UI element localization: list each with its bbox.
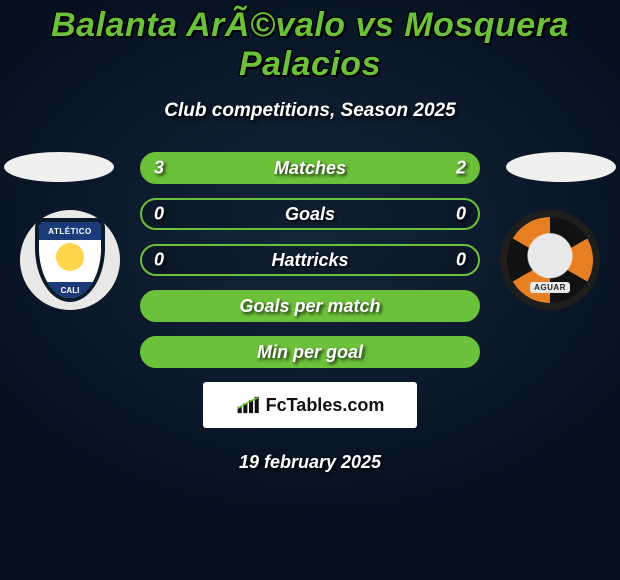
- player-left-oval: [4, 152, 114, 182]
- jaguar-label: AGUAR: [530, 282, 570, 293]
- stat-row: 3 Matches 2: [140, 152, 480, 184]
- stat-row: Goals per match: [140, 290, 480, 322]
- stat-label: Goals per match: [239, 296, 380, 317]
- stat-value-left: 3: [154, 158, 164, 179]
- comparison-arena: ATLÉTICO CALI AGUAR 3 Matches 2 0 Goals 0 0 Hat…: [0, 152, 620, 368]
- stat-row: 0 Goals 0: [140, 198, 480, 230]
- page-title: Balanta ArÃ©valo vs Mosquera Palacios: [0, 0, 620, 84]
- branding-text: FcTables.com: [266, 395, 385, 416]
- club-badge-left: ATLÉTICO CALI: [20, 210, 120, 310]
- sun-icon: [59, 246, 81, 268]
- stat-row: 0 Hattricks 0: [140, 244, 480, 276]
- stat-rows: 3 Matches 2 0 Goals 0 0 Hattricks 0 Goals per mat…: [140, 152, 480, 368]
- stat-value-right: 0: [456, 204, 466, 225]
- bar-chart-icon: [236, 394, 262, 416]
- stat-label: Goals: [285, 204, 335, 225]
- stat-value-right: 2: [456, 158, 466, 179]
- stat-row: Min per goal: [140, 336, 480, 368]
- stat-value-right: 0: [456, 250, 466, 271]
- jaguar-icon: AGUAR: [507, 217, 593, 303]
- club-badge-right: AGUAR: [500, 210, 600, 310]
- date-line: 19 february 2025: [0, 452, 620, 473]
- subtitle: Club competitions, Season 2025: [0, 100, 620, 122]
- shield-bottom-text: CALI: [39, 282, 101, 298]
- shield-icon: ATLÉTICO CALI: [35, 218, 105, 302]
- stat-label: Min per goal: [257, 342, 363, 363]
- stat-value-left: 0: [154, 250, 164, 271]
- player-right-oval: [506, 152, 616, 182]
- stat-value-left: 0: [154, 204, 164, 225]
- branding-badge[interactable]: FcTables.com: [203, 382, 417, 428]
- stat-label: Hattricks: [271, 250, 348, 271]
- shield-top-text: ATLÉTICO: [39, 222, 101, 240]
- shield-mid: [39, 240, 101, 282]
- stat-label: Matches: [274, 158, 346, 179]
